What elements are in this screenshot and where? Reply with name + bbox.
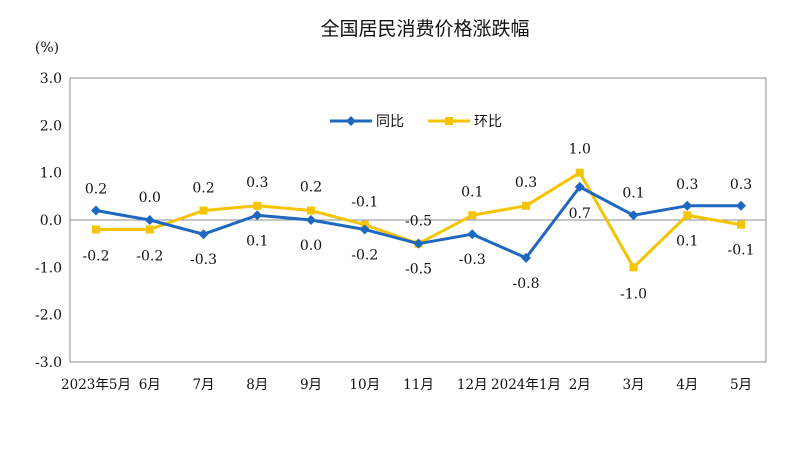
data-point-yoy — [682, 200, 693, 211]
y-tick-label: -2.0 — [35, 308, 62, 324]
data-point-mom — [683, 211, 692, 220]
data-label-mom: 1.0 — [569, 142, 591, 158]
data-point-yoy — [467, 229, 478, 240]
data-point-mom — [575, 168, 584, 177]
data-point-yoy — [306, 215, 316, 225]
x-tick-label: 4月 — [676, 377, 698, 393]
y-tick-label: 0.0 — [40, 213, 62, 229]
x-tick-label: 9月 — [300, 377, 322, 393]
data-label-yoy: 0.2 — [85, 182, 107, 198]
data-point-yoy — [198, 229, 209, 240]
data-label-yoy: -0.2 — [351, 247, 378, 263]
x-tick-label: 8月 — [246, 377, 268, 393]
data-label-mom: 0.2 — [192, 181, 214, 197]
data-label-yoy: 0.0 — [300, 238, 322, 254]
data-label-yoy: 0.3 — [730, 177, 752, 193]
data-point-mom — [737, 220, 745, 229]
x-tick-labels: 2023年5月 6月 7月 8月 9月 10月 11月 12月 2024年1月 2月 3月 4月 5月 — [61, 377, 752, 393]
data-label-yoy: -0.5 — [405, 262, 432, 278]
series-layer — [91, 168, 746, 272]
data-point-mom — [253, 201, 262, 210]
y-tick-label: -3.0 — [35, 355, 62, 371]
x-tick-label: 7月 — [192, 377, 214, 393]
data-point-yoy — [144, 215, 155, 225]
data-label-yoy: -0.3 — [190, 252, 217, 268]
x-tick-label: 2024年1月 — [491, 377, 561, 393]
data-point-mom — [199, 206, 208, 215]
data-point-yoy — [91, 205, 101, 216]
y-tick-label: 2.0 — [40, 118, 62, 134]
x-tick-label: 6月 — [139, 377, 161, 393]
data-point-mom — [468, 211, 477, 220]
data-point-mom — [92, 225, 100, 234]
data-point-yoy — [521, 252, 531, 263]
data-label-mom: 0.3 — [515, 175, 537, 191]
data-label-mom: -1.0 — [620, 286, 647, 302]
data-label-yoy: 0.1 — [622, 185, 644, 201]
x-tick-label: 10月 — [349, 377, 380, 393]
data-label-yoy: 0.0 — [139, 190, 161, 206]
data-point-yoy — [359, 224, 370, 235]
legend-marker-mom — [445, 117, 453, 125]
data-label-mom: 0.1 — [461, 184, 483, 200]
data-label-mom: 0.3 — [246, 175, 268, 191]
data-label-mom: 0.2 — [300, 180, 322, 196]
data-label-mom: -0.1 — [728, 243, 755, 259]
data-point-yoy — [574, 181, 585, 192]
data-point-mom — [145, 225, 154, 234]
data-label-mom: 0.1 — [676, 233, 698, 249]
data-point-yoy — [413, 238, 424, 249]
data-label-yoy: 0.7 — [569, 206, 591, 222]
y-tick-label: 3.0 — [40, 71, 62, 87]
y-axis-unit: (%) — [35, 40, 59, 56]
data-label-yoy: -0.3 — [459, 252, 486, 268]
legend-label-mom: 环比 — [474, 114, 502, 130]
data-point-mom — [307, 206, 315, 215]
y-tick-label: 1.0 — [40, 166, 62, 182]
data-label-mom: -0.1 — [351, 195, 378, 211]
x-tick-label: 2月 — [569, 377, 591, 393]
legend-label-yoy: 同比 — [376, 114, 404, 130]
axes — [69, 77, 767, 363]
x-tick-label: 2023年5月 — [61, 377, 131, 393]
data-label-mom: -0.2 — [83, 248, 110, 264]
chart-title: 全国居民消费价格涨跌幅 — [320, 18, 529, 40]
data-point-yoy — [736, 200, 746, 211]
legend-marker-yoy — [346, 116, 356, 126]
y-tick-labels: 3.0 2.0 1.0 0.0 -1.0 -2.0 -3.0 — [35, 71, 62, 371]
data-label-mom: -0.5 — [405, 214, 432, 230]
data-point-yoy — [628, 210, 639, 221]
x-tick-label: 3月 — [622, 377, 644, 393]
data-point-mom — [522, 201, 530, 210]
x-tick-label: 12月 — [457, 377, 488, 393]
legend: 同比 环比 — [330, 114, 502, 130]
data-point-yoy — [252, 210, 263, 221]
data-label-yoy: -0.8 — [513, 276, 540, 292]
data-label-yoy: 0.1 — [246, 233, 268, 249]
x-tick-label: 11月 — [403, 377, 434, 393]
y-tick-label: -1.0 — [35, 260, 62, 276]
data-point-mom — [629, 263, 638, 272]
data-label-mom: -0.2 — [136, 248, 163, 264]
x-tick-label: 5月 — [730, 377, 752, 393]
data-label-yoy: 0.3 — [676, 177, 698, 193]
data-labels: 0.2 0.0 -0.3 0.1 0.0 -0.2 -0.5 -0.3 -0.8 0.7 0.1 0.… — [83, 142, 755, 303]
